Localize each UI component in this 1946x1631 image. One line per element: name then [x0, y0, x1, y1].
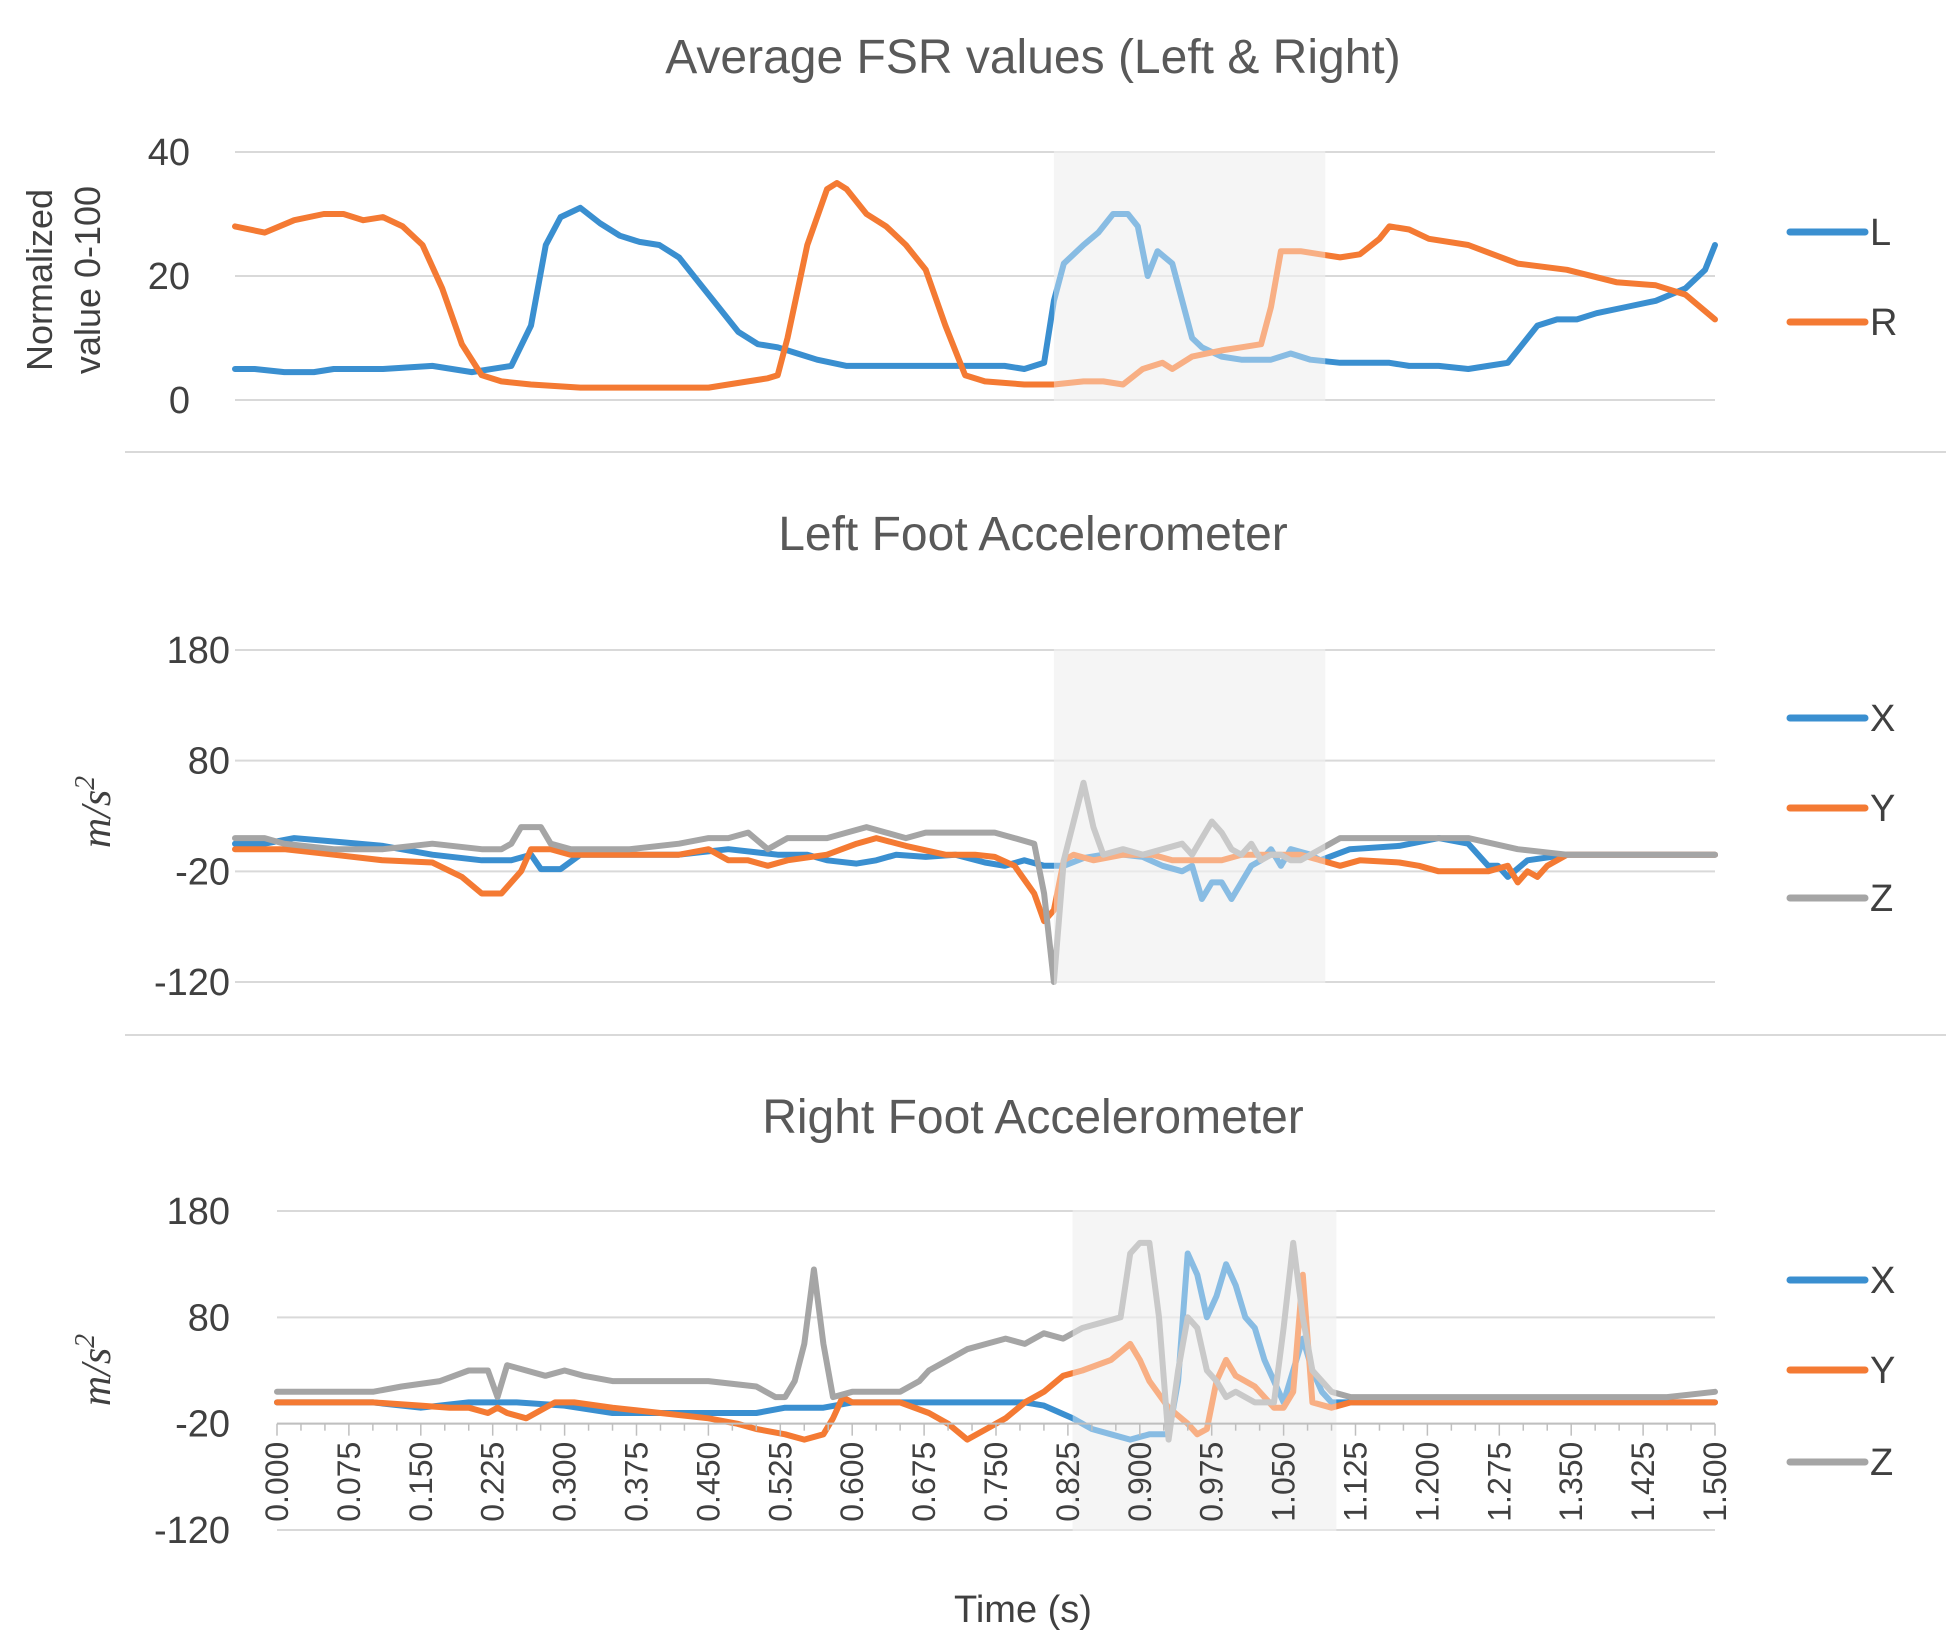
series-line-l [232, 204, 1718, 376]
chart-title: Average FSR values (Left & Right) [665, 31, 1400, 84]
y-tick-label: -20 [175, 851, 230, 893]
x-tick-label: 1.425 [1625, 1442, 1661, 1522]
legend-label: R [1870, 302, 1897, 344]
x-tick-label: 0.975 [1194, 1442, 1230, 1522]
y-label-sup: 2 [70, 776, 101, 790]
series-line-z [274, 1239, 1718, 1443]
x-tick-label: 0.525 [762, 1442, 798, 1522]
x-tick-label: 0.450 [690, 1442, 726, 1522]
x-tick-label: 0.000 [259, 1442, 295, 1522]
legend-label: Z [1870, 878, 1893, 920]
highlight-overlay-rect [1053, 148, 1326, 404]
highlight-layer [1053, 650, 1326, 982]
x-tick-label: 1.125 [1338, 1442, 1374, 1522]
x-tick-label: 0.375 [619, 1442, 655, 1522]
right-foot-panel: Right Foot Accelerometer -120 -20 80 180 m/… [70, 1091, 1895, 1631]
series-line-y [232, 835, 1718, 925]
x-tick-label: 0.075 [331, 1442, 367, 1522]
legend: X Y Z [1786, 1260, 1895, 1484]
x-tick-label: 0.225 [475, 1442, 511, 1522]
y-label-sup: 2 [70, 1334, 101, 1348]
x-axis-label: Time (s) [954, 1589, 1092, 1631]
highlight-overlay-rect [1072, 1207, 1337, 1534]
y-tick-label: -120 [154, 962, 230, 1004]
gridlines [235, 151, 1715, 401]
highlight-overlay-rect [1053, 646, 1326, 986]
legend-label: Y [1870, 1350, 1895, 1392]
legend-label: Y [1870, 788, 1895, 830]
y-label-main: m/s [74, 790, 120, 848]
x-tick-label: 0.750 [978, 1442, 1014, 1522]
legend-label: X [1870, 698, 1895, 740]
x-tick-label: 0.300 [547, 1442, 583, 1522]
highlight-overlay [1072, 1207, 1337, 1534]
chart-title: Left Foot Accelerometer [778, 508, 1288, 561]
y-tick-label: 180 [167, 1191, 230, 1233]
series-line-y [274, 1271, 1718, 1443]
x-tick-label: 1.275 [1481, 1442, 1517, 1522]
legend: X Y Z [1786, 698, 1895, 920]
y-axis-label: Normalized value 0-100 [19, 186, 108, 374]
legend-label: X [1870, 1260, 1895, 1302]
highlight-band [1053, 650, 1326, 982]
series-line-r [232, 180, 1718, 391]
x-axis: 0.000 0.075 0.150 0.225 0.300 0.375 0.450 0.525… [259, 1422, 1733, 1522]
x-tick-label: 1.050 [1266, 1442, 1302, 1522]
y-axis-label: m/s2 [70, 776, 120, 848]
y-axis-label: m/s2 [70, 1334, 120, 1406]
series-line-z [232, 779, 1718, 985]
series-lines [232, 779, 1718, 985]
y-tick-label: 80 [188, 1297, 230, 1339]
x-tick-label: 0.900 [1122, 1442, 1158, 1522]
y-ticks: -120 -20 80 180 [154, 1191, 230, 1552]
x-tick-label: 0.150 [403, 1442, 439, 1522]
left-foot-panel: Left Foot Accelerometer -120 -20 80 180 m/s… [70, 508, 1895, 1004]
y-ticks: 0 20 40 [148, 132, 190, 422]
y-tick-label: 20 [148, 256, 190, 298]
x-tick-label: 0.825 [1050, 1442, 1086, 1522]
x-tick-label: 0.675 [906, 1442, 942, 1522]
y-tick-label: 180 [167, 630, 230, 672]
highlight-overlay [1053, 646, 1326, 986]
y-label: m/s2 [70, 776, 120, 848]
legend: LR [1786, 212, 1897, 344]
y-tick-label: -20 [175, 1404, 230, 1446]
legend-label: L [1870, 212, 1891, 254]
y-label-line1: Normalized [19, 189, 60, 371]
highlight-overlay [1053, 148, 1326, 404]
x-tick-label: 1.200 [1409, 1442, 1445, 1522]
fsr-panel: Average FSR values (Left & Right) 02040 … [19, 31, 1897, 422]
y-label-main: m/s [74, 1348, 120, 1406]
x-tick-label: 1.350 [1553, 1442, 1589, 1522]
chart-title: Right Foot Accelerometer [762, 1091, 1304, 1144]
y-label-line2: value 0-100 [67, 186, 108, 374]
y-label: m/s2 [70, 1334, 120, 1406]
y-tick-label: 80 [188, 741, 230, 783]
x-tick-label: 0.600 [834, 1442, 870, 1522]
series-lines [274, 1239, 1718, 1443]
gridlines [235, 649, 1715, 983]
y-tick-label: -120 [154, 1510, 230, 1552]
x-tick-label: 1.500 [1697, 1442, 1733, 1522]
legend-label: Z [1870, 1442, 1893, 1484]
y-ticks: -120 -20 80 180 [154, 630, 230, 1004]
y-tick-label: 40 [148, 132, 190, 174]
series-lines [232, 180, 1718, 391]
y-tick-label: 0 [169, 380, 190, 422]
